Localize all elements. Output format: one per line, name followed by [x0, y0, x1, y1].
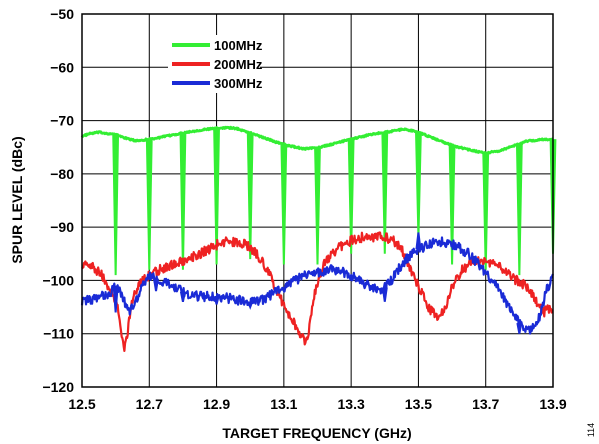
- series-dip-300mhz: [381, 287, 388, 302]
- y-tick-label: −70: [50, 113, 74, 129]
- series-dip-300mhz: [213, 296, 220, 305]
- legend: 100MHz 200MHz 300MHz: [168, 35, 263, 93]
- series-dip-100mhz: [145, 139, 153, 270]
- y-tick-label: −50: [50, 6, 74, 22]
- series-dip-100mhz: [213, 128, 220, 265]
- y-tick-label: −90: [50, 219, 74, 235]
- x-tick-label: 13.1: [270, 396, 297, 412]
- y-tick-label: −110: [43, 326, 74, 342]
- y-tick-label: −120: [42, 379, 74, 395]
- x-tick-label: 13.3: [338, 396, 365, 412]
- y-axis-title: SPUR LEVEL (dBc): [9, 136, 25, 263]
- x-axis-title: TARGET FREQUENCY (GHz): [222, 425, 411, 441]
- tick-labels: 12.5 12.7 12.9 13.1 13.3 13.5 13.7 13.9 −50 −60 −7…: [42, 6, 566, 412]
- y-tick-label: −60: [50, 59, 74, 75]
- plot-frame: [81, 13, 554, 388]
- x-tick-label: 12.9: [203, 396, 230, 412]
- series-line-300mhz: [80, 236, 554, 335]
- series-dip-100mhz: [179, 132, 187, 270]
- series-dip-100mhz: [448, 145, 456, 265]
- series-dip-100mhz: [347, 139, 355, 254]
- figure-id: 114: [586, 423, 596, 437]
- series-dip-100mhz: [314, 147, 321, 265]
- series-dip-300mhz: [179, 291, 186, 302]
- series-dip-300mhz: [516, 322, 523, 334]
- series-dip-100mhz: [515, 143, 523, 276]
- series-dip-100mhz: [381, 132, 389, 254]
- y-tick-label: −80: [50, 166, 74, 182]
- series-dip-300mhz: [153, 278, 160, 292]
- series-dip-300mhz: [415, 232, 422, 250]
- y-tick-label: −100: [42, 272, 74, 288]
- x-tick-label: 12.7: [136, 396, 163, 412]
- series-dip-100mhz: [246, 132, 254, 260]
- series-layer: [80, 125, 557, 353]
- series-dip-100mhz: [112, 134, 120, 276]
- x-tick-label: 13.9: [539, 396, 566, 412]
- x-tick-label: 13.7: [472, 396, 499, 412]
- x-tick-label: 12.5: [68, 396, 95, 412]
- series-dip-100mhz: [415, 132, 422, 238]
- legend-label-100mhz: 100MHz: [214, 38, 263, 53]
- legend-label-300mhz: 300MHz: [214, 76, 263, 91]
- series-dip-100mhz: [280, 144, 288, 265]
- series-dip-300mhz: [247, 301, 254, 310]
- legend-label-200mhz: 200MHz: [214, 57, 263, 72]
- series-dip-300mhz: [280, 286, 287, 294]
- series-dip-100mhz: [482, 153, 490, 270]
- x-tick-label: 13.5: [405, 396, 432, 412]
- series-dip-300mhz: [112, 285, 119, 313]
